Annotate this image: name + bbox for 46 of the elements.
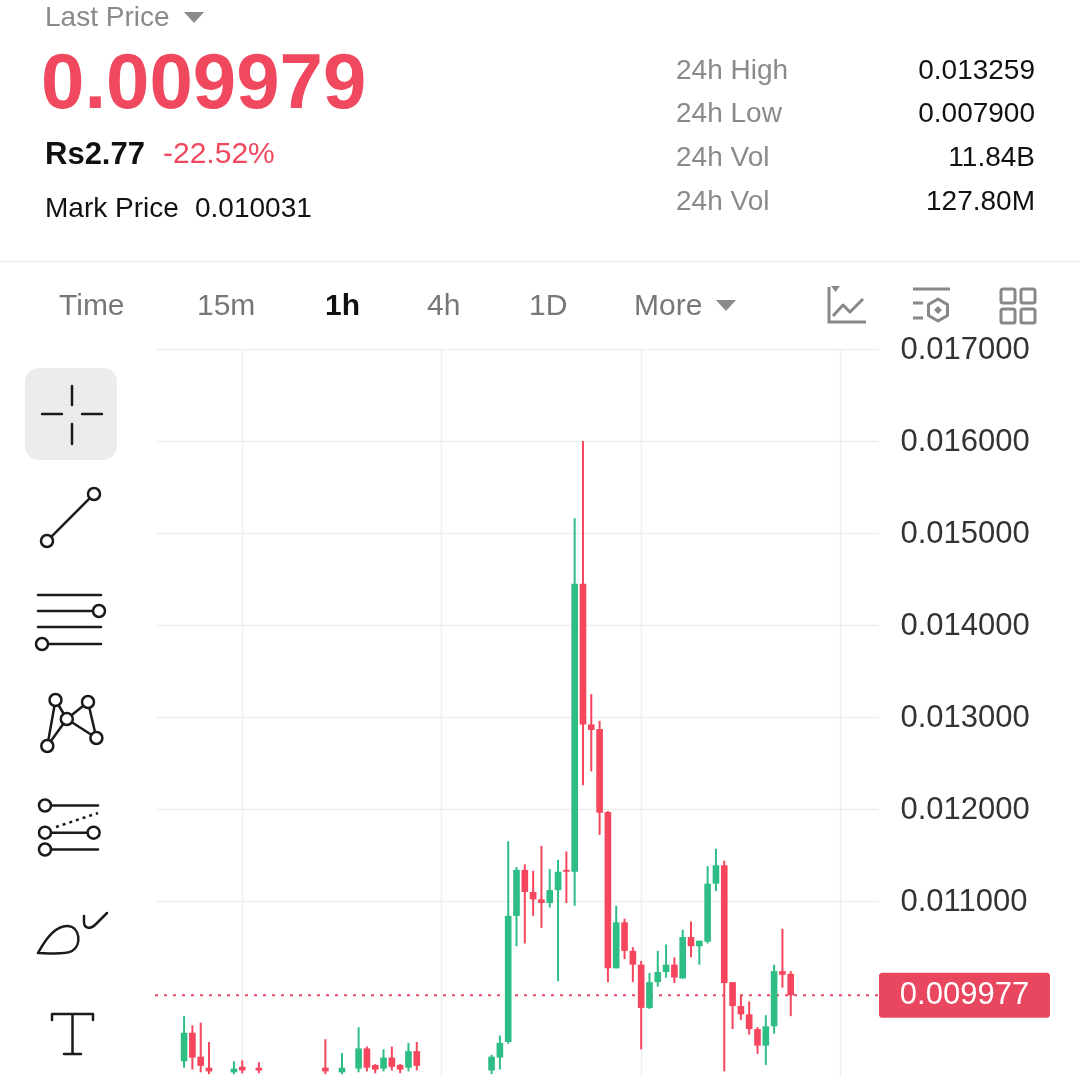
candlestick (363, 1045, 371, 1073)
text: 1h (325, 288, 361, 322)
candlestick (488, 1053, 495, 1076)
candlestick (546, 867, 554, 909)
text: 24h Vol (676, 141, 770, 173)
candlestick (405, 1041, 412, 1073)
y-tick-label: 0.014000 (900, 606, 1030, 642)
text: 0.013259 (918, 54, 1035, 86)
text: Last Price (45, 1, 170, 33)
candlestick (380, 1048, 387, 1073)
ref-line-label: 0.009977 (899, 976, 1030, 1012)
y-tick-label: 0.012000 (900, 790, 1030, 826)
text: Rs2.77 (45, 135, 145, 171)
text: Time (59, 288, 125, 322)
candlestick (355, 1026, 362, 1074)
text: 127.80M (926, 185, 1035, 217)
text: 1D (529, 288, 568, 322)
text: 24h Low (676, 97, 782, 129)
text: 11.84B (948, 141, 1035, 173)
text: Mark Price (45, 192, 179, 224)
candlestick (671, 956, 678, 985)
candlestick (762, 1014, 770, 1066)
text: 15m (197, 288, 256, 322)
y-tick-label: 0.015000 (900, 514, 1030, 550)
text: More (634, 288, 703, 322)
y-tick-label: 0.011000 (900, 882, 1028, 918)
text: -22.52% (163, 136, 275, 170)
text: 0.007900 (918, 97, 1035, 129)
candlestick (496, 1034, 504, 1071)
candlestick (413, 1040, 421, 1072)
text: 0.009979 (41, 36, 367, 125)
y-tick-label: 0.016000 (900, 422, 1030, 458)
text: 24h High (676, 54, 789, 86)
candlestick (712, 847, 720, 893)
candlestick (629, 946, 637, 984)
candlestick (654, 949, 662, 988)
candlestick (521, 863, 529, 945)
y-tick-label: 0.017000 (900, 330, 1030, 366)
candlestick (745, 1000, 753, 1036)
text: 4h (427, 288, 461, 322)
candlestick (538, 844, 545, 929)
y-tick-label: 0.013000 (900, 698, 1030, 734)
text: 24h Vol (676, 185, 770, 217)
text: 0.010031 (195, 192, 312, 224)
candlestick (563, 850, 570, 904)
candlestick (754, 1026, 761, 1055)
